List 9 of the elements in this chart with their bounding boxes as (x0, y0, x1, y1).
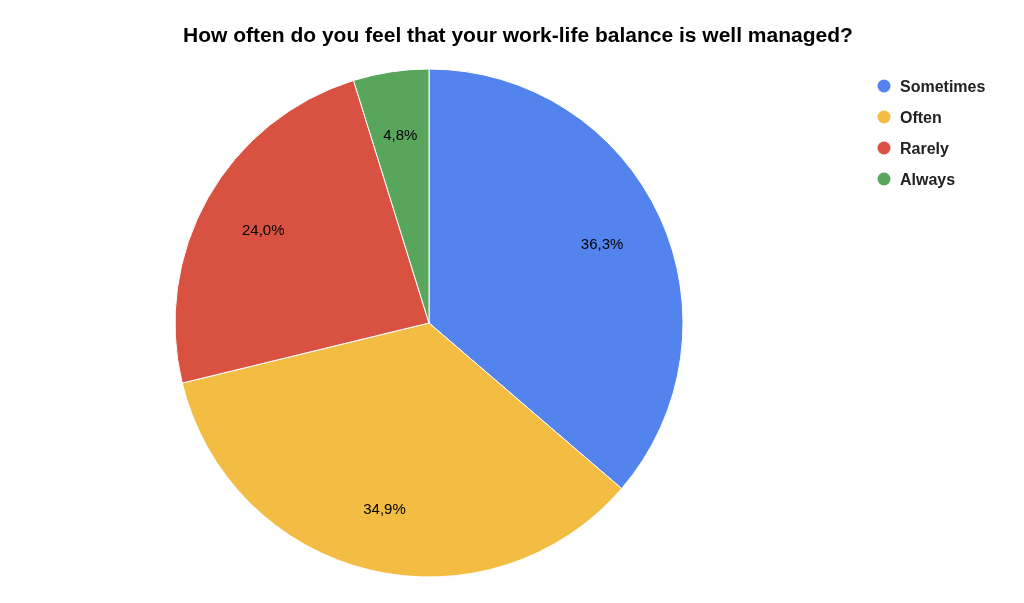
legend-label: Rarely (900, 139, 950, 157)
legend-label: Often (900, 108, 942, 126)
chart-title: How often do you feel that your work-life balance is well managed? (183, 23, 853, 46)
data-label: 24,0% (241, 220, 285, 238)
data-label: 4,8% (383, 126, 418, 144)
data-label: 36,3% (580, 235, 624, 253)
data-label: 34,9% (363, 499, 406, 517)
legend-label: Always (900, 170, 956, 188)
legend-label: Sometimes (900, 77, 986, 95)
